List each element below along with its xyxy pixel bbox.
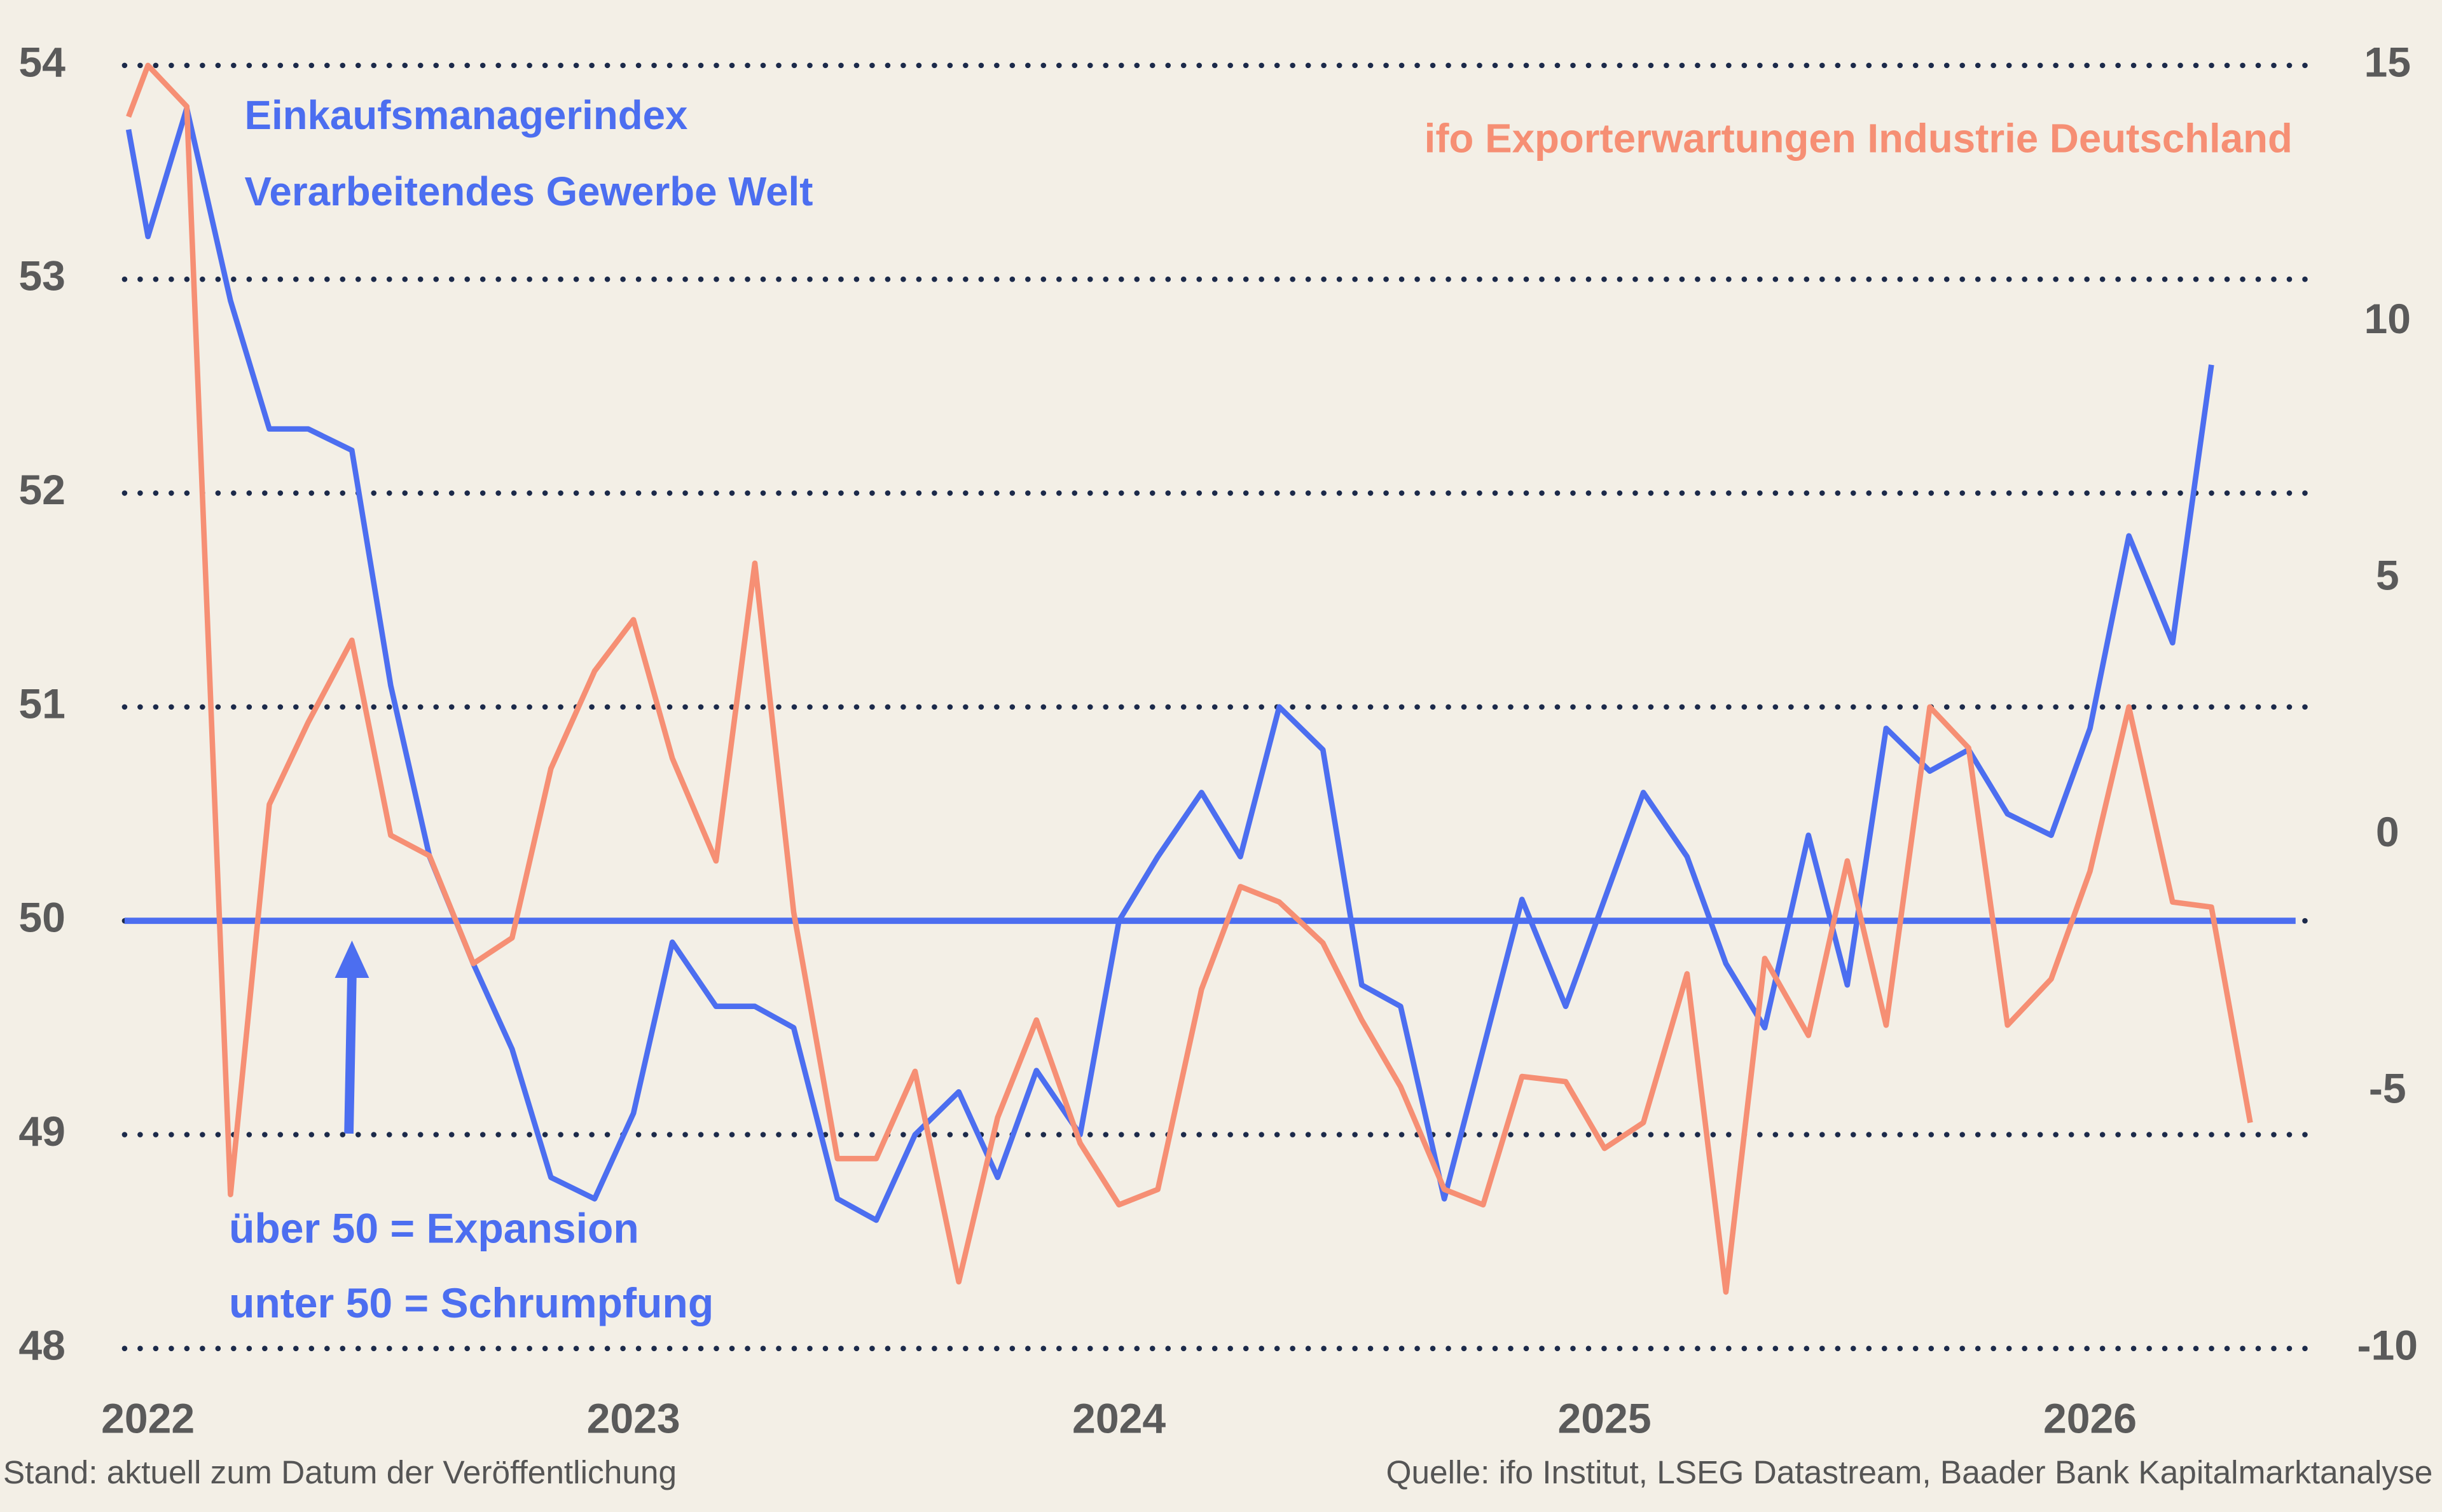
y-tick-label: 54 — [18, 39, 66, 86]
y-tick-label: 52 — [18, 467, 66, 514]
x-tick-label: 2022 — [101, 1395, 195, 1442]
x-tick-label: 2025 — [1558, 1395, 1652, 1442]
x-tick-label: 2026 — [2043, 1395, 2137, 1442]
y2-tick-label: -5 — [2369, 1066, 2406, 1113]
y-tick-label: 48 — [18, 1322, 66, 1369]
legend-label: Verarbeitendes Gewerbe Welt — [244, 169, 813, 214]
y-tick-label: 53 — [18, 253, 66, 300]
y2-tick-label: -10 — [2357, 1322, 2418, 1369]
footer: Quelle: ifo Institut, LSEG Datastream, B… — [1386, 1454, 2432, 1490]
series-line — [126, 62, 2253, 1295]
y-tick-label: 51 — [18, 680, 66, 727]
annotation: unter 50 = Schrumpfung — [229, 1280, 714, 1327]
x-tick-label: 2024 — [1072, 1395, 1166, 1442]
footer: Stand: aktuell zum Datum der Veröffentli… — [3, 1454, 677, 1490]
y-tick-label: 49 — [18, 1108, 66, 1155]
y2-tick-label: 5 — [2376, 553, 2399, 600]
y2-tick-label: 0 — [2376, 809, 2399, 856]
y-tick-label: 50 — [18, 895, 66, 942]
y2-tick-label: 10 — [2364, 296, 2411, 343]
annotation: über 50 = Expansion — [229, 1206, 639, 1253]
legend-label: Einkaufsmanagerindex — [244, 93, 687, 138]
arrow-head — [335, 940, 369, 978]
y2-tick-label: 15 — [2364, 39, 2411, 86]
x-tick-label: 2023 — [587, 1395, 680, 1442]
legend-label: ifo Exporterwartungen Industrie Deutschl… — [1424, 116, 2293, 162]
arrow — [344, 973, 357, 1134]
